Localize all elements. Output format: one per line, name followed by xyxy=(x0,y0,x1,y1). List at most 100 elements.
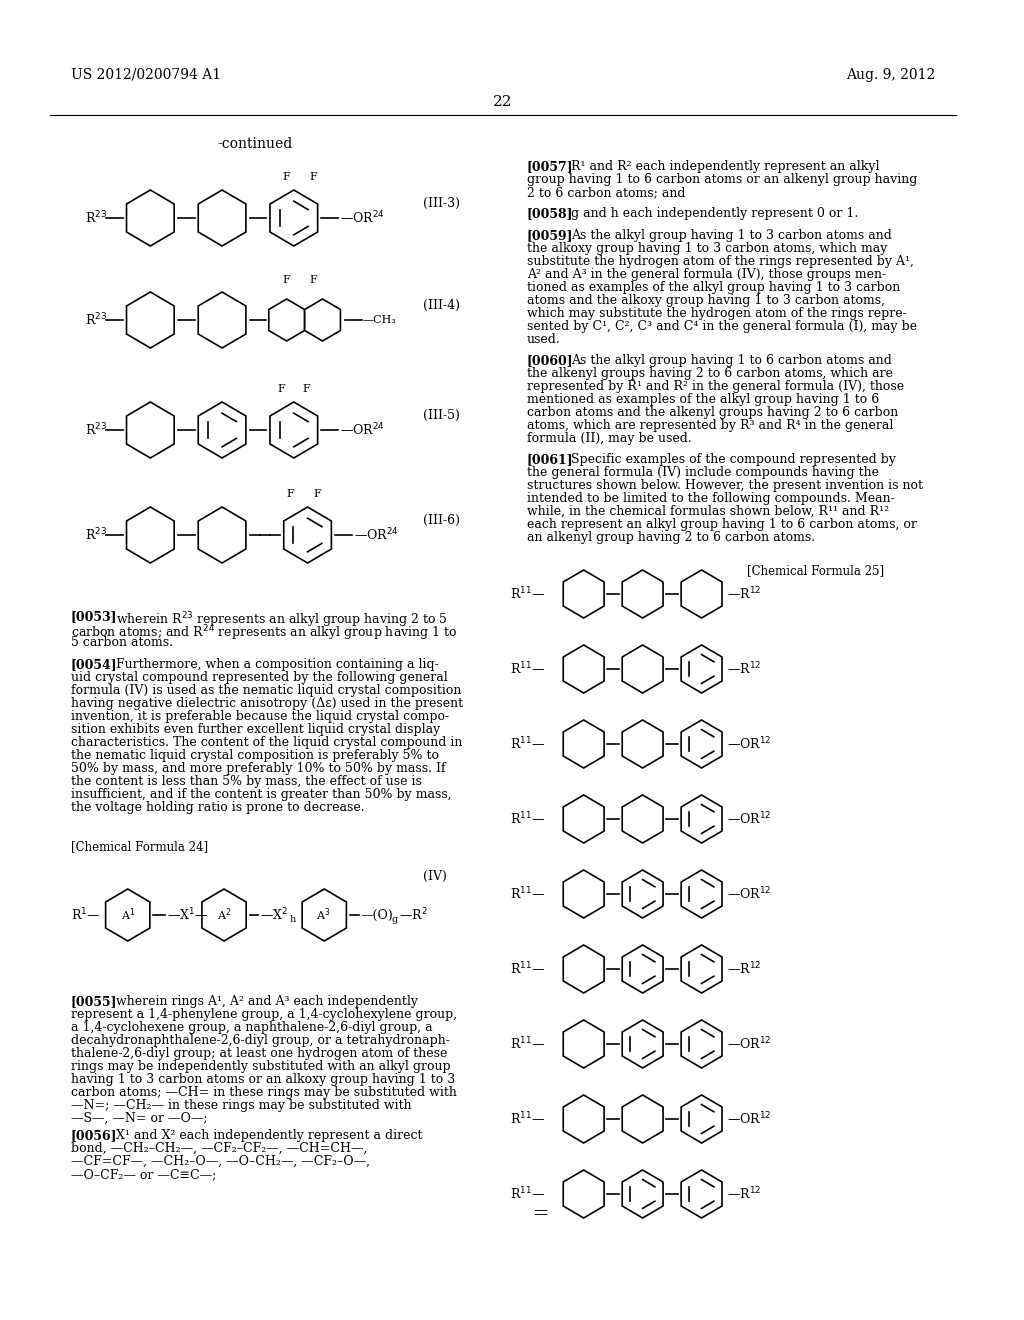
Text: tioned as examples of the alkyl group having 1 to 3 carbon: tioned as examples of the alkyl group ha… xyxy=(526,281,900,294)
Text: —R$^{12}$: —R$^{12}$ xyxy=(727,961,762,977)
Polygon shape xyxy=(202,888,246,941)
Text: mentioned as examples of the alkyl group having 1 to 6: mentioned as examples of the alkyl group… xyxy=(526,393,879,407)
Text: R$^{11}$—: R$^{11}$— xyxy=(510,586,546,602)
Text: —N=; —CH₂— in these rings may be substituted with: —N=; —CH₂— in these rings may be substit… xyxy=(71,1100,412,1111)
Text: used.: used. xyxy=(526,333,560,346)
Polygon shape xyxy=(681,570,722,618)
Text: a 1,4-cyclohexene group, a naphthalene-2,6-diyl group, a: a 1,4-cyclohexene group, a naphthalene-2… xyxy=(71,1020,432,1034)
Text: -continued: -continued xyxy=(218,137,293,150)
Text: (III-4): (III-4) xyxy=(423,298,460,312)
Text: insufficient, and if the content is greater than 50% by mass,: insufficient, and if the content is grea… xyxy=(71,788,452,801)
Text: group having 1 to 6 carbon atoms or an alkenyl group having: group having 1 to 6 carbon atoms or an a… xyxy=(526,173,918,186)
Text: Aug. 9, 2012: Aug. 9, 2012 xyxy=(846,69,936,82)
Text: atoms and the alkoxy group having 1 to 3 carbon atoms,: atoms and the alkoxy group having 1 to 3… xyxy=(526,294,885,308)
Polygon shape xyxy=(681,645,722,693)
Text: carbon atoms; —CH= in these rings may be substituted with: carbon atoms; —CH= in these rings may be… xyxy=(71,1086,457,1100)
Polygon shape xyxy=(199,403,246,458)
Text: bond, —CH₂–CH₂—, —CF₂–CF₂—, —CH=CH—,: bond, —CH₂–CH₂—, —CF₂–CF₂—, —CH=CH—, xyxy=(71,1142,368,1155)
Text: F: F xyxy=(303,384,310,393)
Text: —R$^{12}$: —R$^{12}$ xyxy=(727,586,762,602)
Text: —S—, —N= or —O—;: —S—, —N= or —O—; xyxy=(71,1111,208,1125)
Text: [0053]: [0053] xyxy=(71,610,118,623)
Text: characteristics. The content of the liquid crystal compound in: characteristics. The content of the liqu… xyxy=(71,737,462,748)
Text: R¹ and R² each independently represent an alkyl: R¹ and R² each independently represent a… xyxy=(571,160,880,173)
Text: the voltage holding ratio is prone to decrease.: the voltage holding ratio is prone to de… xyxy=(71,801,365,814)
Text: R$^{11}$—: R$^{11}$— xyxy=(510,735,546,752)
Text: sented by C¹, C², C³ and C⁴ in the general formula (I), may be: sented by C¹, C², C³ and C⁴ in the gener… xyxy=(526,319,916,333)
Polygon shape xyxy=(681,870,722,917)
Polygon shape xyxy=(302,888,346,941)
Text: —OR$^{12}$: —OR$^{12}$ xyxy=(727,810,772,828)
Polygon shape xyxy=(681,795,722,843)
Text: an alkenyl group having 2 to 6 carbon atoms.: an alkenyl group having 2 to 6 carbon at… xyxy=(526,531,815,544)
Text: R$^{23}$: R$^{23}$ xyxy=(85,210,108,226)
Polygon shape xyxy=(681,1170,722,1218)
Text: R$^{11}$—: R$^{11}$— xyxy=(510,1185,546,1203)
Text: —OR$^{12}$: —OR$^{12}$ xyxy=(727,735,772,752)
Text: R$^{23}$: R$^{23}$ xyxy=(85,312,108,329)
Text: represent a 1,4-phenylene group, a 1,4-cyclohexylene group,: represent a 1,4-phenylene group, a 1,4-c… xyxy=(71,1008,457,1020)
Text: (III-3): (III-3) xyxy=(423,197,460,210)
Text: formula (IV) is used as the nematic liquid crystal composition: formula (IV) is used as the nematic liqu… xyxy=(71,684,461,697)
Text: represented by R¹ and R² in the general formula (IV), those: represented by R¹ and R² in the general … xyxy=(526,380,904,393)
Polygon shape xyxy=(563,570,604,618)
Polygon shape xyxy=(563,1096,604,1143)
Text: which may substitute the hydrogen atom of the rings repre-: which may substitute the hydrogen atom o… xyxy=(526,308,906,319)
Text: having negative dielectric anisotropy (Δε) used in the present: having negative dielectric anisotropy (Δ… xyxy=(71,697,463,710)
Polygon shape xyxy=(268,300,304,341)
Text: R$^{11}$—: R$^{11}$— xyxy=(510,1036,546,1052)
Polygon shape xyxy=(623,1170,664,1218)
Text: the nematic liquid crystal composition is preferably 5% to: the nematic liquid crystal composition i… xyxy=(71,748,438,762)
Text: R$^{11}$—: R$^{11}$— xyxy=(510,810,546,828)
Text: h: h xyxy=(290,915,296,924)
Text: atoms, which are represented by R³ and R⁴ in the general: atoms, which are represented by R³ and R… xyxy=(526,418,893,432)
Text: Specific examples of the compound represented by: Specific examples of the compound repres… xyxy=(571,453,896,466)
Text: F: F xyxy=(313,488,322,499)
Text: structures shown below. However, the present invention is not: structures shown below. However, the pre… xyxy=(526,479,923,492)
Text: [0055]: [0055] xyxy=(71,995,118,1008)
Polygon shape xyxy=(681,1020,722,1068)
Polygon shape xyxy=(563,645,604,693)
Text: uid crystal compound represented by the following general: uid crystal compound represented by the … xyxy=(71,671,447,684)
Text: [Chemical Formula 25]: [Chemical Formula 25] xyxy=(748,564,885,577)
Polygon shape xyxy=(105,888,150,941)
Text: 50% by mass, and more preferably 10% to 50% by mass. If: 50% by mass, and more preferably 10% to … xyxy=(71,762,445,775)
Text: 5 carbon atoms.: 5 carbon atoms. xyxy=(71,636,173,649)
Text: [0054]: [0054] xyxy=(71,657,118,671)
Text: each represent an alkyl group having 1 to 6 carbon atoms, or: each represent an alkyl group having 1 t… xyxy=(526,517,916,531)
Text: g: g xyxy=(391,915,397,924)
Text: —CF=CF—, —CH₂–O—, —O–CH₂—, —CF₂–O—,: —CF=CF—, —CH₂–O—, —O–CH₂—, —CF₂–O—, xyxy=(71,1155,370,1168)
Text: F: F xyxy=(309,172,317,182)
Text: —OR$^{24}$: —OR$^{24}$ xyxy=(340,210,385,226)
Text: —OR$^{12}$: —OR$^{12}$ xyxy=(727,1036,772,1052)
Text: g and h each independently represent 0 or 1.: g and h each independently represent 0 o… xyxy=(571,207,858,220)
Text: R$^{23}$: R$^{23}$ xyxy=(85,421,108,438)
Text: (III-6): (III-6) xyxy=(423,513,460,527)
Text: =: = xyxy=(532,1205,549,1224)
Text: wherein rings A¹, A² and A³ each independently: wherein rings A¹, A² and A³ each indepen… xyxy=(116,995,418,1008)
Polygon shape xyxy=(623,570,664,618)
Polygon shape xyxy=(284,507,332,564)
Text: [0061]: [0061] xyxy=(526,453,573,466)
Text: the alkenyl groups having 2 to 6 carbon atoms, which are: the alkenyl groups having 2 to 6 carbon … xyxy=(526,367,893,380)
Text: —CH₃: —CH₃ xyxy=(362,315,396,325)
Text: having 1 to 3 carbon atoms or an alkoxy group having 1 to 3: having 1 to 3 carbon atoms or an alkoxy … xyxy=(71,1073,455,1086)
Polygon shape xyxy=(563,795,604,843)
Text: —R$^{12}$: —R$^{12}$ xyxy=(727,1185,762,1203)
Text: —R$^2$: —R$^2$ xyxy=(399,907,428,923)
Text: [Chemical Formula 24]: [Chemical Formula 24] xyxy=(71,840,208,853)
Text: [0056]: [0056] xyxy=(71,1129,118,1142)
Polygon shape xyxy=(681,945,722,993)
Text: As the alkyl group having 1 to 6 carbon atoms and: As the alkyl group having 1 to 6 carbon … xyxy=(571,354,892,367)
Polygon shape xyxy=(623,945,664,993)
Text: —X$^1$—: —X$^1$— xyxy=(167,907,208,923)
Text: [0059]: [0059] xyxy=(526,228,573,242)
Text: while, in the chemical formulas shown below, R¹¹ and R¹²: while, in the chemical formulas shown be… xyxy=(526,506,889,517)
Text: the general formula (IV) include compounds having the: the general formula (IV) include compoun… xyxy=(526,466,879,479)
Text: —OR$^{12}$: —OR$^{12}$ xyxy=(727,1110,772,1127)
Polygon shape xyxy=(563,945,604,993)
Text: invention, it is preferable because the liquid crystal compo-: invention, it is preferable because the … xyxy=(71,710,449,723)
Polygon shape xyxy=(199,292,246,348)
Text: R$^{11}$—: R$^{11}$— xyxy=(510,1110,546,1127)
Polygon shape xyxy=(127,190,174,246)
